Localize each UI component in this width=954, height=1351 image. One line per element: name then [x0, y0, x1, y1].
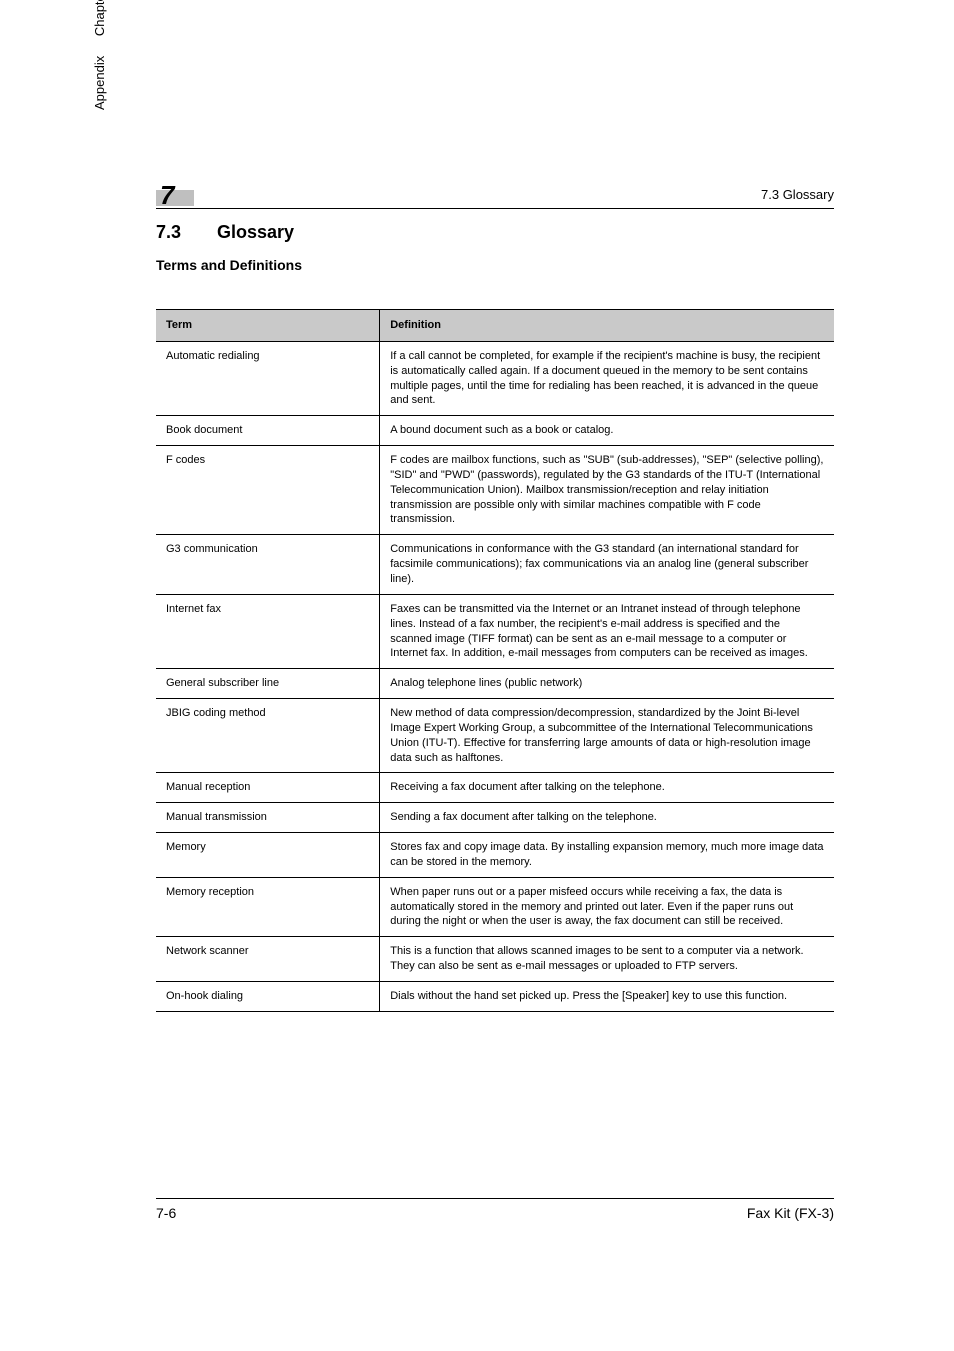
definition-cell: When paper runs out or a paper misfeed o… — [380, 877, 834, 937]
term-cell: On-hook dialing — [156, 982, 380, 1012]
term-cell: Book document — [156, 416, 380, 446]
glossary-table: Term Definition Automatic redialing If a… — [156, 309, 834, 1012]
table-row: Network scanner This is a function that … — [156, 937, 834, 982]
page-header: 7 7.3 Glossary — [156, 176, 834, 209]
definition-cell: Faxes can be transmitted via the Interne… — [380, 594, 834, 668]
term-cell: Manual transmission — [156, 803, 380, 833]
col-header-definition: Definition — [380, 310, 834, 342]
definition-cell: Stores fax and copy image data. By insta… — [380, 833, 834, 878]
chapter-label: Chapter 7 — [92, 0, 107, 36]
table-row: Manual transmission Sending a fax docume… — [156, 803, 834, 833]
page-footer: 7-6 Fax Kit (FX-3) — [156, 1198, 834, 1221]
main-content: 7.3 Glossary Terms and Definitions Term … — [156, 222, 834, 1012]
term-cell: Automatic redialing — [156, 341, 380, 415]
term-cell: Memory reception — [156, 877, 380, 937]
definition-cell: Analog telephone lines (public network) — [380, 669, 834, 699]
glossary-table-body: Automatic redialing If a call cannot be … — [156, 341, 834, 1011]
definition-cell: F codes are mailbox functions, such as "… — [380, 446, 834, 535]
definition-cell: A bound document such as a book or catal… — [380, 416, 834, 446]
table-row: Automatic redialing If a call cannot be … — [156, 341, 834, 415]
term-cell: JBIG coding method — [156, 699, 380, 773]
term-cell: F codes — [156, 446, 380, 535]
table-row: JBIG coding method New method of data co… — [156, 699, 834, 773]
appendix-label: Appendix — [92, 56, 107, 110]
section-heading: 7.3 Glossary — [156, 222, 834, 243]
page-number: 7-6 — [156, 1205, 176, 1221]
definition-cell: This is a function that allows scanned i… — [380, 937, 834, 982]
table-row: On-hook dialing Dials without the hand s… — [156, 982, 834, 1012]
term-cell: Internet fax — [156, 594, 380, 668]
definition-cell: Communications in conformance with the G… — [380, 535, 834, 595]
table-row: G3 communication Communications in confo… — [156, 535, 834, 595]
definition-cell: Sending a fax document after talking on … — [380, 803, 834, 833]
section-subheading: Terms and Definitions — [156, 257, 834, 273]
doc-title: Fax Kit (FX-3) — [747, 1205, 834, 1221]
breadcrumb: 7.3 Glossary — [761, 187, 834, 206]
definition-cell: If a call cannot be completed, for examp… — [380, 341, 834, 415]
table-row: Memory Stores fax and copy image data. B… — [156, 833, 834, 878]
table-row: Book document A bound document such as a… — [156, 416, 834, 446]
term-cell: General subscriber line — [156, 669, 380, 699]
table-row: Memory reception When paper runs out or … — [156, 877, 834, 937]
table-row: F codes F codes are mailbox functions, s… — [156, 446, 834, 535]
section-title: Glossary — [217, 222, 294, 242]
definition-cell: Receiving a fax document after talking o… — [380, 773, 834, 803]
chapter-badge: 7 — [156, 176, 198, 206]
section-number: 7.3 — [156, 222, 212, 243]
table-row: Manual reception Receiving a fax documen… — [156, 773, 834, 803]
col-header-term: Term — [156, 310, 380, 342]
term-cell: Network scanner — [156, 937, 380, 982]
table-row: Internet fax Faxes can be transmitted vi… — [156, 594, 834, 668]
table-header-row: Term Definition — [156, 310, 834, 342]
term-cell: Manual reception — [156, 773, 380, 803]
definition-cell: New method of data compression/decompres… — [380, 699, 834, 773]
sidebar-vertical-labels: Appendix Chapter 7 — [92, 0, 107, 170]
document-page: Appendix Chapter 7 7 7.3 Glossary 7.3 Gl… — [0, 0, 954, 1351]
chapter-number: 7 — [160, 182, 174, 208]
table-row: General subscriber line Analog telephone… — [156, 669, 834, 699]
term-cell: G3 communication — [156, 535, 380, 595]
term-cell: Memory — [156, 833, 380, 878]
definition-cell: Dials without the hand set picked up. Pr… — [380, 982, 834, 1012]
